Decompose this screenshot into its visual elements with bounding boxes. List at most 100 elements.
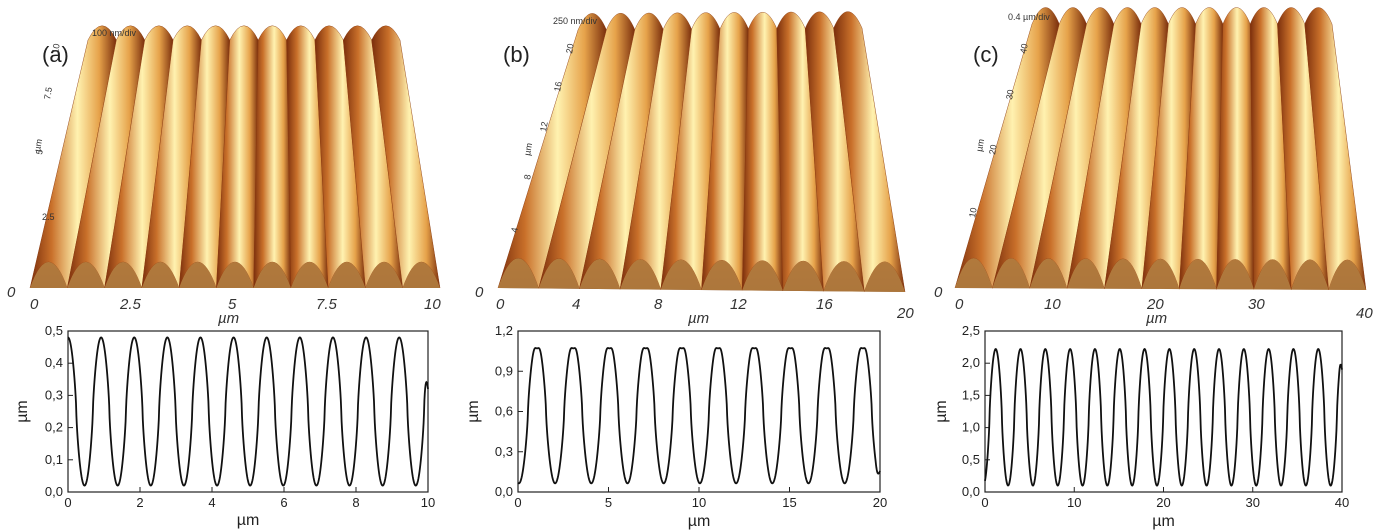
panel-c-x-unit: µm (1146, 310, 1167, 327)
y-tick-label: 0,9 (495, 363, 513, 378)
panel-b-x-tick-origin: 0 (475, 284, 484, 301)
surface-ridge-front (660, 259, 702, 290)
surface-ridge-front (864, 261, 905, 292)
panel-c-y-ticks: 40 30 20 10 µm (967, 43, 1030, 219)
panel-a-x-ticks: 0 0 2.5 5 7.5 10 µm (7, 284, 441, 327)
y-axis-title: µm (14, 400, 31, 423)
x-tick-label: 20 (873, 495, 887, 510)
panel-a-letter: (a) (42, 42, 69, 67)
panel-c-letter: (c) (973, 42, 999, 67)
panel-a-x-tick-7.5: 7.5 (316, 296, 338, 313)
surface-ridge-front (782, 260, 824, 292)
surface-ridge-front (141, 262, 180, 288)
surface-ridge-front (216, 262, 254, 288)
panel-a-x-tick-5: 5 (228, 296, 237, 313)
x-axis-title: µm (237, 512, 260, 529)
surface-ridge-front (823, 261, 865, 292)
y-tick-label: 0,5 (962, 452, 980, 467)
surface-ridge-front (620, 259, 661, 290)
surface-ridge-front (742, 260, 783, 291)
panel-c-x-tick-20: 20 (1146, 296, 1164, 313)
panel-a-x-tick-0: 0 (30, 296, 39, 313)
x-tick-label: 2 (136, 495, 143, 510)
y-tick-label: 0,5 (45, 323, 63, 338)
x-tick-label: 0 (514, 495, 521, 510)
panel-a-y-unit: µm (32, 138, 44, 152)
surface-ridge-front (365, 262, 403, 288)
surface-ridge-front (328, 262, 366, 288)
panel-c-y-tick-10: 10 (967, 207, 979, 219)
x-tick-label: 20 (1156, 495, 1170, 510)
y-tick-label: 1,5 (962, 387, 980, 402)
y-axis-title: µm (465, 400, 482, 423)
y-tick-label: 0,0 (45, 484, 63, 499)
panel-c-x-ticks: 0 0 10 20 30 40 µm (934, 284, 1373, 327)
surface-ridge-front (1141, 258, 1180, 290)
panel-b-y-tick-12: 12 (538, 121, 550, 133)
surface-ridge-front (1328, 259, 1366, 290)
x-tick-label: 8 (352, 495, 359, 510)
x-tick-label: 4 (208, 495, 215, 510)
x-axis-title: µm (1152, 513, 1175, 530)
surface-ridge-front (253, 262, 291, 288)
panel-a-y-tick-10: 10 (50, 43, 62, 55)
y-tick-label: 1,2 (495, 323, 513, 338)
panel-c-x-tick-origin: 0 (934, 284, 943, 301)
surface-a (29, 25, 441, 289)
y-axis-title: µm (933, 400, 950, 423)
panel-c-3d: (c) 0.4 µm/div 40 30 20 10 µm 0 0 10 20 … (934, 7, 1373, 327)
surface-ridge-front (538, 258, 580, 289)
panel-b-y-tick-16: 16 (552, 81, 564, 93)
panel-b-x-tick-12: 12 (730, 296, 747, 313)
surface-ridge-front (290, 262, 329, 288)
panel-b-x-tick-16: 16 (816, 296, 833, 313)
y-tick-label: 2,5 (962, 323, 980, 338)
x-axis-title: µm (688, 513, 711, 530)
surface-ridge-front (179, 262, 217, 288)
profile-line (517, 347, 881, 485)
x-tick-label: 6 (280, 495, 287, 510)
panel-b-y-tick-20: 20 (564, 43, 576, 55)
y-tick-label: 2,0 (962, 355, 980, 370)
x-tick-label: 10 (692, 495, 706, 510)
y-tick-label: 0,1 (45, 452, 63, 467)
profile-line (67, 336, 429, 487)
profile-plot-a: 0 2 4 6 8 10 0,0 0,1 0,2 0,3 0,4 0,5 µm µm (14, 323, 435, 529)
surface-ridge-front (1216, 259, 1254, 290)
surface-ridge-front (955, 258, 993, 289)
surface-ridge-front (1029, 258, 1068, 289)
surface-c (954, 7, 1367, 291)
panel-c-x-tick-40: 40 (1356, 305, 1373, 322)
panel-b-y-ticks: 20 16 12 8 4 µm (509, 43, 576, 234)
plot-frame (517, 330, 881, 493)
panel-c-y-tick-40: 40 (1018, 43, 1030, 55)
panel-c-y-tick-20: 20 (987, 144, 999, 156)
panel-c-x-tick-30: 30 (1248, 296, 1265, 313)
panel-b-x-tick-20: 20 (896, 305, 914, 322)
surface-ridge-front (1291, 259, 1329, 290)
panel-a-3d: (a) 100 nm/div 10 7.5 5 2.5 µm 0 0 2.5 5… (7, 25, 441, 327)
x-tick-label: 40 (1335, 495, 1349, 510)
panel-b-y-unit: µm (522, 142, 534, 156)
panel-b-scale-label: 250 nm/div (553, 16, 598, 26)
x-tick-label: 0 (64, 495, 71, 510)
surface-ridge-front (104, 262, 142, 288)
y-tick-label: 0,3 (45, 387, 63, 402)
y-tick-label: 0,6 (495, 404, 513, 419)
surface-ridge-front (701, 260, 743, 291)
profile-plot-c: 0 10 20 30 40 0,0 0,5 1,0 1,5 2,0 2,5 µm µm (933, 323, 1349, 530)
surface-b (497, 11, 906, 293)
x-tick-label: 0 (981, 495, 988, 510)
x-tick-label: 30 (1246, 495, 1260, 510)
surface-ridge-front (1179, 259, 1217, 290)
panel-a-scale-label: 100 nm/div (92, 28, 137, 38)
panel-b-x-tick-0: 0 (496, 296, 505, 313)
y-tick-label: 0,4 (45, 355, 63, 370)
surface-ridge-front (1104, 258, 1142, 289)
plot-frame (67, 330, 429, 493)
panel-b-3d: (b) 250 nm/div 20 16 12 8 4 µm 0 0 4 8 1… (475, 11, 914, 327)
panel-a-y-tick-5: 5 (34, 149, 45, 156)
profile-line (984, 347, 1343, 487)
x-tick-label: 5 (605, 495, 612, 510)
panel-b-x-unit: µm (688, 310, 709, 327)
